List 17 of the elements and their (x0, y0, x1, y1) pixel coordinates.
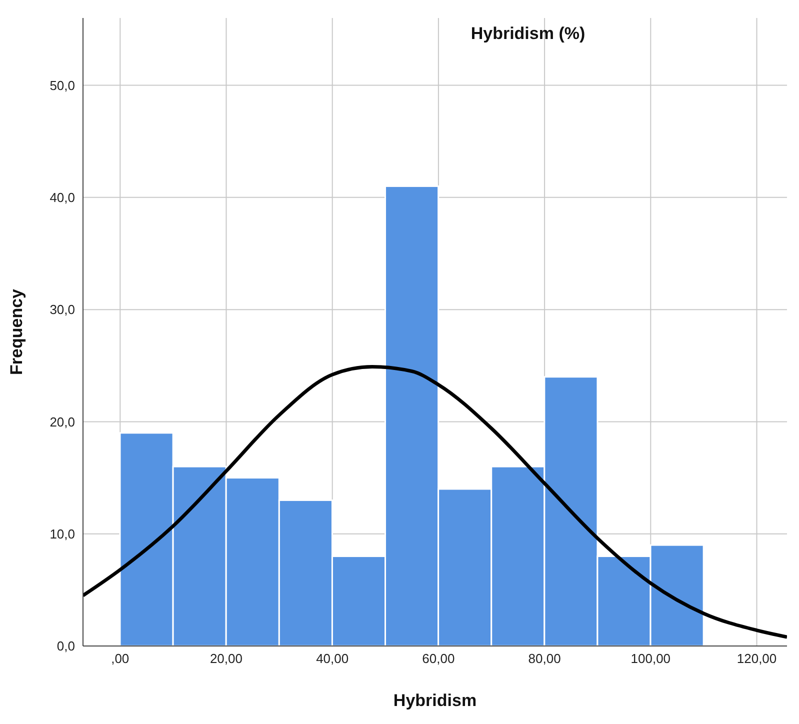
y-tick-label: 30,0 (50, 302, 75, 318)
line-series (83, 365, 787, 639)
x-tick-label: 20,00 (210, 651, 243, 666)
y-axis-title: Frequency (7, 288, 26, 375)
x-tick-label: 100,00 (630, 651, 671, 666)
x-tick-label: 120,00 (736, 651, 777, 666)
y-tick-label: 0,0 (56, 638, 75, 654)
x-axis-title: Hybridism (393, 691, 477, 710)
y-tick-label: 50,0 (50, 78, 75, 93)
chart-title: Hybridism (%) (470, 24, 586, 44)
x-tick-label: 80,00 (528, 651, 561, 666)
y-tick-label: 10,0 (50, 526, 75, 542)
y-tick-label: 20,0 (50, 414, 75, 430)
x-tick-label: ,00 (111, 651, 130, 666)
y-tick-label: 40,0 (50, 190, 75, 206)
x-tick-label: 40,00 (316, 651, 349, 666)
x-tick-label: 60,00 (422, 651, 455, 666)
